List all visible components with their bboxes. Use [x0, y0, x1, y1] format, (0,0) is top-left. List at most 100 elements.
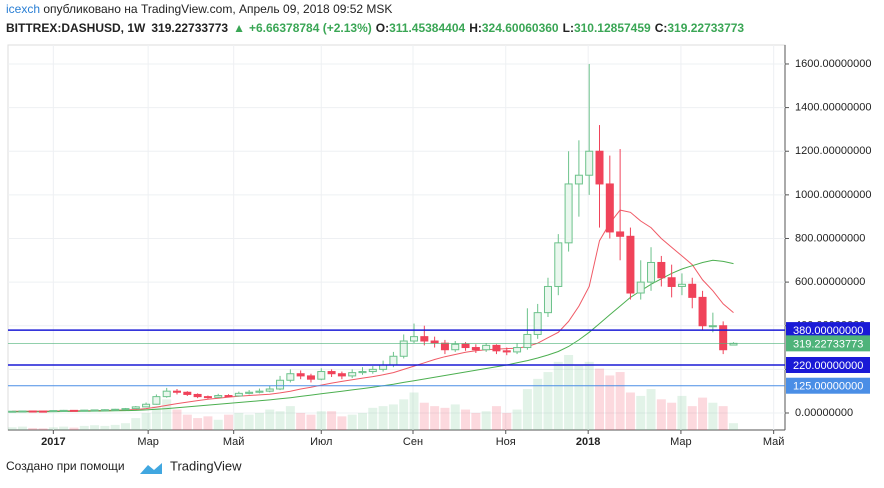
candle-body	[719, 325, 728, 351]
volume-bar	[234, 412, 244, 430]
volume-bar	[595, 368, 605, 430]
user[interactable]: icexch	[6, 2, 40, 16]
candle-body	[59, 409, 68, 412]
x-tick-label: Май	[223, 436, 245, 448]
volume-bar	[388, 404, 398, 430]
volume-bar	[131, 418, 141, 430]
volume-bar	[698, 397, 708, 430]
volume-bar	[347, 414, 357, 430]
volume-bar	[564, 355, 574, 430]
candle-body	[667, 277, 676, 287]
candle-body	[533, 312, 542, 335]
candle-body	[39, 410, 48, 413]
volume-bar	[357, 412, 367, 430]
candle-body	[585, 150, 594, 176]
volume-bar	[522, 389, 532, 430]
candle-body	[420, 336, 429, 342]
moving-average	[12, 259, 734, 413]
candle-body	[502, 350, 511, 353]
candle-body	[677, 283, 686, 287]
volume-bar	[574, 365, 584, 430]
candle-body	[688, 283, 697, 298]
y-tick-label: 1200.00000000	[795, 145, 871, 157]
footer-brand[interactable]: TradingView	[170, 458, 242, 473]
candle-body	[461, 343, 470, 349]
volume-bar	[502, 412, 512, 430]
candle-body	[49, 410, 58, 413]
level-tag-label: 380.00000000	[793, 325, 863, 337]
volume-bar	[481, 411, 491, 430]
volume-bar	[461, 409, 471, 430]
volume-bar	[718, 406, 728, 430]
x-tick-label: 2017	[41, 436, 65, 448]
moving-average	[12, 209, 734, 412]
candle-body	[708, 325, 717, 328]
candle-body	[605, 183, 614, 233]
volume-bar	[79, 425, 89, 430]
last: 319.22733773	[151, 21, 228, 35]
candle-body	[245, 391, 254, 394]
candle-body	[337, 373, 346, 377]
level-tag	[786, 377, 870, 394]
volume-bar	[533, 378, 543, 430]
candle-body	[543, 285, 552, 314]
candle-body	[90, 409, 99, 412]
volume-bar	[110, 424, 120, 430]
candle-body	[306, 375, 315, 380]
candle-body	[616, 231, 625, 237]
x-tick-label: Мар	[670, 436, 692, 448]
volume-bar	[275, 411, 285, 430]
candle-body	[574, 174, 583, 185]
volume-bar	[440, 407, 450, 430]
volume-bar	[667, 402, 677, 430]
candle-body	[399, 340, 408, 357]
candle-body	[69, 409, 78, 412]
candle-body	[471, 347, 480, 351]
level-tag-label: 125.00000000	[793, 381, 863, 393]
change: +6.66378784 (+2.13%)	[249, 21, 372, 35]
volume-bar	[254, 412, 264, 430]
candle-body	[131, 406, 140, 410]
candle-body	[440, 342, 449, 351]
volume-bar	[203, 416, 213, 430]
volume-bar	[316, 411, 326, 430]
level-tag-label: 220.00000000	[793, 360, 863, 372]
volume-bar	[38, 428, 48, 430]
candle-body	[317, 371, 326, 380]
l: 310.12857459	[574, 21, 651, 35]
candle-body	[348, 372, 357, 377]
footer-text: Создано при помощи	[6, 459, 125, 473]
volume-bar	[337, 416, 347, 430]
volume-bar	[471, 412, 481, 430]
candle-body	[203, 396, 212, 399]
candle-body	[327, 371, 336, 375]
h: 324.60060360	[482, 21, 559, 35]
volume-bar	[48, 427, 58, 430]
candle-body	[430, 340, 439, 344]
volume-bar	[244, 414, 254, 430]
candle-body	[492, 344, 501, 352]
x-tick-label: Мар	[137, 436, 159, 448]
candle-body	[80, 409, 89, 412]
candle-body	[173, 390, 182, 393]
volume-bar	[450, 404, 460, 430]
volume-bar	[378, 406, 388, 430]
header-line: icexch опубликовано на TradingView.com, …	[6, 2, 392, 16]
candle-body	[100, 409, 109, 412]
volume-bar	[430, 406, 440, 430]
volume-bar	[708, 402, 718, 430]
volume-bar	[636, 395, 646, 430]
volume-bar	[193, 418, 203, 430]
candle-body	[523, 333, 532, 349]
candle-body	[451, 343, 460, 351]
volume-bar	[182, 414, 192, 430]
published: опубликовано на TradingView.com, Апрель …	[40, 2, 392, 16]
candle-body	[554, 242, 563, 287]
volume-bar	[368, 407, 378, 430]
volume-bar	[151, 406, 161, 430]
volume-bar	[162, 399, 172, 430]
level-tag	[786, 322, 870, 339]
candle-body	[564, 183, 573, 244]
x-tick-label: Май	[763, 436, 785, 448]
candle-body	[142, 403, 151, 408]
